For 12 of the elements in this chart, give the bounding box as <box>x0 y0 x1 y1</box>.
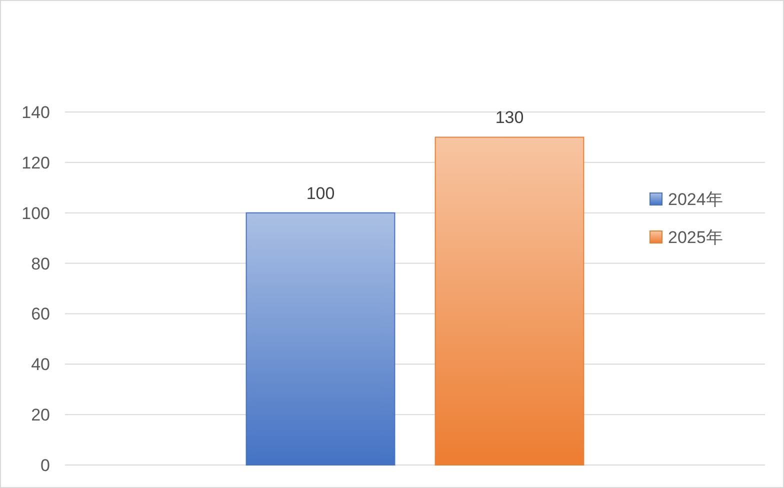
y-tick-label: 0 <box>40 456 50 475</box>
legend-label: 2024年 <box>668 190 723 209</box>
y-tick-label: 20 <box>31 406 50 425</box>
y-tick-label: 140 <box>22 103 50 122</box>
y-tick-label: 80 <box>31 254 50 274</box>
y-tick-label: 120 <box>22 153 50 172</box>
legend-label: 2025年 <box>668 228 723 247</box>
data-label: 130 <box>495 108 524 128</box>
data-label: 100 <box>306 184 335 203</box>
y-tick-label: 60 <box>31 304 50 324</box>
y-tick-label: 100 <box>22 204 50 223</box>
y-tick-label: 40 <box>31 355 50 374</box>
